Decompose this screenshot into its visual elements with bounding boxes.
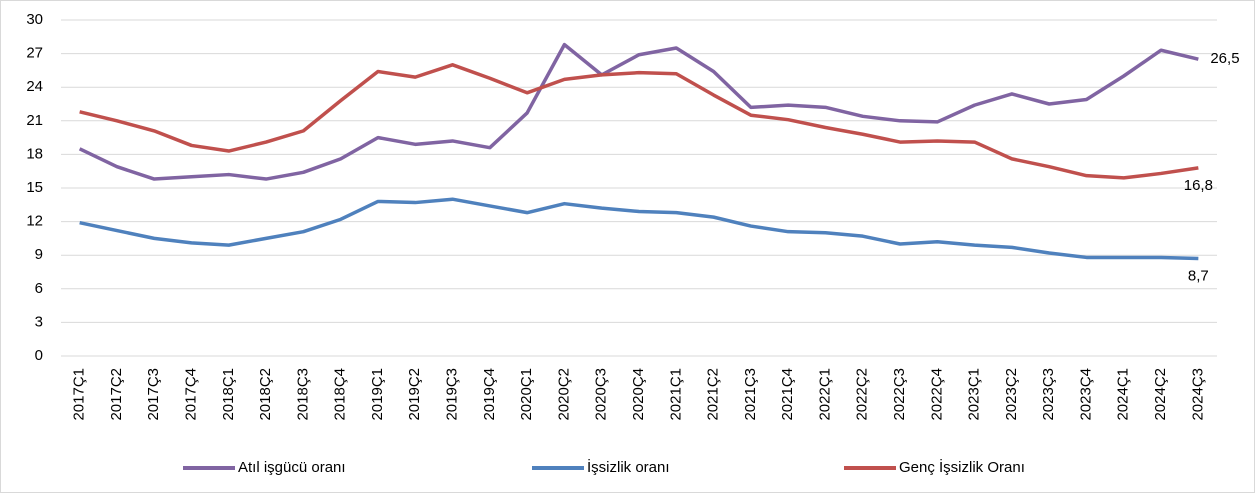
x-tick-label: 2022Ç3 [891,368,908,421]
series-line [78,42,1199,181]
x-tick-label: 2023Ç4 [1077,368,1094,421]
y-tick-label: 18 [26,145,43,162]
series-line [79,63,1199,180]
x-tick-label: 2019Ç2 [406,368,423,421]
x-tick-label: 2020Ç4 [630,368,647,421]
x-tick-label: 2019Ç4 [481,368,498,421]
x-tick-label: 2017Ç4 [182,368,199,421]
x-tick-label: 2020Ç3 [593,368,610,421]
y-tick-label: 30 [26,11,43,28]
x-tick-label: 2022Ç2 [854,368,871,421]
series-line [79,197,1199,261]
x-tick-label: 2017Ç1 [71,368,88,421]
x-tick-label: 2021Ç2 [705,368,722,421]
x-tick-label: 2023Ç2 [1003,368,1020,421]
x-tick-label: 2019Ç3 [444,368,461,421]
y-tick-label: 21 [26,112,43,129]
x-tick-label: 2020Ç1 [518,368,535,421]
legend-label: Atıl işgücü oranı [238,459,346,476]
y-tick-label: 12 [26,213,43,230]
x-tick-label: 2021Ç1 [667,368,684,421]
x-tick-label: 2023Ç1 [966,368,983,421]
x-tick-label: 2018Ç4 [332,368,349,421]
y-tick-label: 9 [35,246,43,263]
x-tick-label: 2020Ç2 [555,368,572,421]
y-tick-label: 3 [35,313,43,330]
legend-label: İşsizlik oranı [587,458,670,476]
x-tick-label: 2021Ç3 [742,368,759,421]
x-tick-label: 2019Ç1 [369,368,386,421]
x-tick-label: 2018Ç3 [294,368,311,421]
x-tick-label: 2018Ç1 [220,368,237,421]
x-tick-label: 2017Ç3 [145,368,162,421]
data-label: 8,7 [1188,268,1209,285]
x-tick-label: 2022Ç4 [928,368,945,421]
x-tick-label: 2018Ç2 [257,368,274,421]
x-tick-label: 2024Ç1 [1115,368,1132,421]
x-tick-label: 2022Ç1 [816,368,833,421]
data-label: 26,5 [1210,50,1239,67]
x-tick-label: 2017Ç2 [108,368,125,421]
legend-label: Genç İşsizlik Oranı [899,458,1025,476]
x-tick-label: 2023Ç3 [1040,368,1057,421]
y-tick-label: 6 [35,280,43,297]
x-tick-label: 2024Ç3 [1189,368,1206,421]
data-label: 16,8 [1184,177,1213,194]
y-tick-label: 0 [35,347,43,364]
y-tick-label: 27 [26,45,43,62]
x-tick-label: 2021Ç4 [779,368,796,421]
y-tick-label: 15 [26,179,43,196]
x-tick-label: 2024Ç2 [1152,368,1169,421]
y-tick-label: 24 [26,78,43,95]
